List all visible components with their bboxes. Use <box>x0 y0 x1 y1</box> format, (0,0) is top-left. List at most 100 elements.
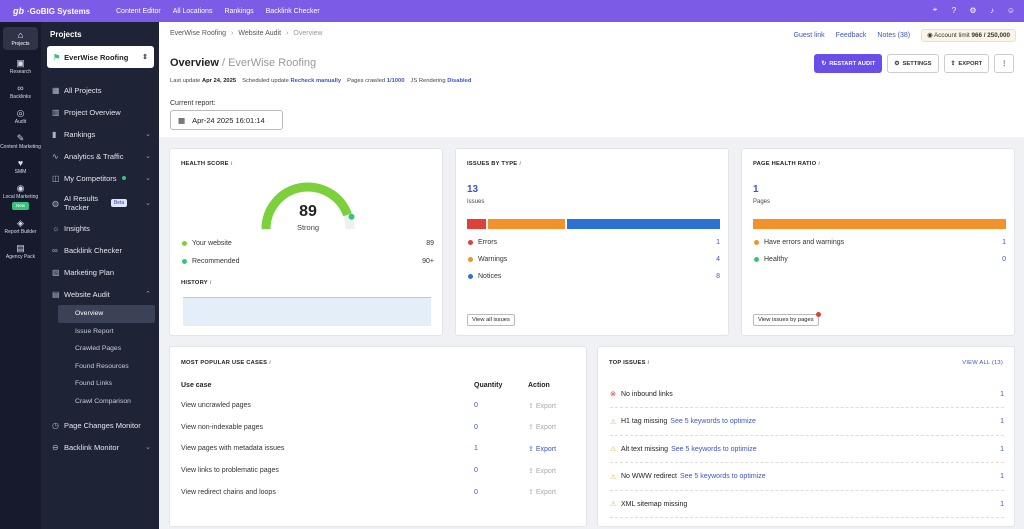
rail-report-builder[interactable]: ◈ Report Builder <box>0 218 41 235</box>
sidebar-item-my-competitors[interactable]: ◫ My Competitors ⌄ <box>41 167 159 189</box>
bell-icon[interactable]: ♪ <box>990 5 994 15</box>
help-icon[interactable]: ? <box>951 5 957 15</box>
avatar-icon[interactable]: ☺ <box>1006 5 1016 15</box>
use-case-label[interactable]: View pages with metadata issues <box>181 445 285 453</box>
sidebar-item-page-changes-monitor[interactable]: ◷ Page Changes Monitor <box>41 414 159 436</box>
top-issue-row[interactable]: ⚠ H1 tag missing See 5 keywords to optimiz… <box>610 409 1004 436</box>
use-case-quantity[interactable]: 0 <box>474 467 478 475</box>
sidebar-subitem-crawl-comparison[interactable]: Crawl Comparison <box>75 397 131 405</box>
location-icon[interactable]: ⌖ <box>932 5 938 14</box>
notes-link[interactable]: Notes (38) <box>877 32 911 39</box>
report-date-picker[interactable]: ▦ Apr-24 2025 16:01:14 <box>170 110 283 130</box>
legend-value[interactable]: 1 <box>1002 239 1006 246</box>
sidebar-item-backlink-monitor[interactable]: ⊖ Backlink Monitor ⌄ <box>41 436 159 458</box>
issues-bar-segment-notices[interactable] <box>566 219 720 229</box>
logo-text: ·GoBIG Systems <box>27 6 91 16</box>
keywords-link[interactable]: See 5 keywords to optimize <box>680 473 766 480</box>
sidebar-subitem-found-resources[interactable]: Found Resources <box>75 362 129 370</box>
recheck-link[interactable]: Recheck manually <box>290 78 342 84</box>
rail-agency-pack[interactable]: ▤ Agency Pack <box>0 243 41 260</box>
use-case-label[interactable]: View uncrawled pages <box>181 402 251 410</box>
account-limit-badge[interactable]: ◉ Account limit 966 / 250,000 <box>921 29 1016 42</box>
issue-count[interactable]: 1 <box>1000 500 1004 508</box>
top-issue-row[interactable]: ⚠ No WWW redirect See 5 keywords to optimi… <box>610 464 1004 491</box>
keywords-link[interactable]: See 5 keywords to optimize <box>671 445 757 453</box>
restart-audit-button[interactable]: ↻ RESTART AUDIT <box>814 54 883 73</box>
view-all-issues-button[interactable]: View all issues <box>467 314 515 326</box>
issue-count[interactable]: 1 <box>1000 445 1004 453</box>
legend-value[interactable]: 4 <box>716 256 720 263</box>
menu-label: Marketing Plan <box>64 267 115 277</box>
legend-value[interactable]: 1 <box>716 239 720 246</box>
use-case-quantity[interactable]: 0 <box>474 488 478 496</box>
sidebar-item-all-projects[interactable]: ▦ All Projects <box>41 79 159 101</box>
issues-total[interactable]: 13 <box>467 184 479 195</box>
use-case-label[interactable]: View links to problematic pages <box>181 467 279 475</box>
issue-count[interactable]: 1 <box>1000 473 1004 480</box>
ratio-total[interactable]: 1 <box>753 184 759 195</box>
info-icon: i <box>818 161 820 167</box>
js-rendering-link[interactable]: Disabled <box>447 78 472 84</box>
nav-all-locations[interactable]: All Locations <box>172 7 213 15</box>
menu-icon: ▧ <box>52 267 60 277</box>
top-issue-row[interactable]: ⊗ No inbound links 1 <box>610 381 1004 408</box>
top-issue-row[interactable]: ⚠ XML sitemap missing 1 <box>610 491 1004 518</box>
refresh-icon: ↻ <box>821 60 827 67</box>
sidebar-subitem-crawled-pages[interactable]: Crawled Pages <box>75 345 122 353</box>
keywords-link[interactable]: See 5 keywords to optimize <box>670 418 756 425</box>
top-issue-row[interactable]: ⚠ Alt text missing See 5 keywords to optim… <box>610 436 1004 463</box>
legend-value[interactable]: 8 <box>716 273 720 280</box>
export-action[interactable]: ⇪ Export <box>528 481 573 503</box>
rail-smm[interactable]: ♥ SMM <box>0 158 41 175</box>
use-case-label[interactable]: View non-indexable pages <box>181 423 263 431</box>
nav-rankings[interactable]: Rankings <box>224 7 254 15</box>
history-chart[interactable] <box>183 297 431 326</box>
sidebar-item-website-audit[interactable]: ▤ Website Audit ⌃ <box>41 283 159 305</box>
export-action[interactable]: ⇪ Export <box>528 438 573 460</box>
issue-count[interactable]: 1 <box>1000 418 1004 425</box>
sidebar-item-insights[interactable]: ☼ Insights <box>41 217 159 239</box>
export-button[interactable]: ⇪ EXPORT <box>943 54 990 73</box>
project-selector[interactable]: ⚑ EverWise Roofing ⇕ <box>47 46 154 68</box>
sidebar-subitem-issue-report[interactable]: Issue Report <box>75 327 114 335</box>
sidebar-item-marketing-plan[interactable]: ▧ Marketing Plan <box>41 261 159 283</box>
use-case-label[interactable]: View redirect chains and loops <box>181 488 276 496</box>
sidebar-item-backlink-checker[interactable]: ∞ Backlink Checker <box>41 239 159 261</box>
export-action[interactable]: ⇪ Export <box>528 460 573 482</box>
guest-link[interactable]: Guest link <box>793 32 825 39</box>
view-all-top-issues-link[interactable]: VIEW ALL (13) <box>962 360 1003 366</box>
rail-backlinks[interactable]: ∞ Backlinks <box>0 83 41 100</box>
export-action[interactable]: ⇪ Export <box>528 395 573 417</box>
sidebar-subitem-found-links[interactable]: Found Links <box>75 380 113 388</box>
use-case-quantity[interactable]: 1 <box>474 445 478 453</box>
sidebar-item-project-overview[interactable]: ▥ Project Overview <box>41 101 159 123</box>
rail-audit[interactable]: ◎ Audit <box>0 108 41 125</box>
rail-content-marketing[interactable]: ✎ Content Marketing <box>0 133 41 150</box>
crawled-link[interactable]: 1/1000 <box>386 78 405 84</box>
rail-projects[interactable]: ⌂ Projects <box>3 27 38 50</box>
use-case-quantity[interactable]: 0 <box>474 423 478 431</box>
crumb-project[interactable]: EverWise Roofing <box>170 30 227 37</box>
view-issues-by-pages-button[interactable]: View issues by pages <box>753 312 821 326</box>
legend-value[interactable]: 0 <box>1002 256 1006 263</box>
sidebar-item-ai-results-tracker[interactable]: ◍ AI Results Tracker Beta ⌄ <box>41 189 159 217</box>
settings-icon[interactable]: ⚙ <box>969 5 977 15</box>
nav-content-editor[interactable]: Content Editor <box>116 7 161 15</box>
export-action[interactable]: ⇪ Export <box>528 417 573 439</box>
crumb-audit[interactable]: Website Audit <box>238 30 282 37</box>
more-button[interactable]: ⋮ <box>994 54 1014 73</box>
use-case-quantity[interactable]: 0 <box>474 402 478 410</box>
health-score-title: HEALTH SCORE i <box>181 161 232 167</box>
rail-local-marketing[interactable]: ◉ Local Marketing New <box>0 183 41 210</box>
rail-research[interactable]: ▣ Research <box>0 58 41 75</box>
nav-backlink-checker[interactable]: Backlink Checker <box>265 7 320 15</box>
logo[interactable]: gb ·GoBIG Systems <box>0 6 106 16</box>
sidebar-item-analytics-traffic[interactable]: ∿ Analytics & Traffic ⌄ <box>41 145 159 167</box>
sidebar-item-rankings[interactable]: ▮ Rankings ⌄ <box>41 123 159 145</box>
sidebar-subitem-overview[interactable]: Overview <box>58 305 155 323</box>
issues-bar-segment-warnings[interactable] <box>488 219 565 229</box>
issues-bar-segment-errors[interactable] <box>467 219 487 229</box>
settings-button[interactable]: ⚙ SETTINGS <box>887 54 939 73</box>
issue-count[interactable]: 1 <box>1000 390 1004 398</box>
feedback-link[interactable]: Feedback <box>835 32 867 39</box>
